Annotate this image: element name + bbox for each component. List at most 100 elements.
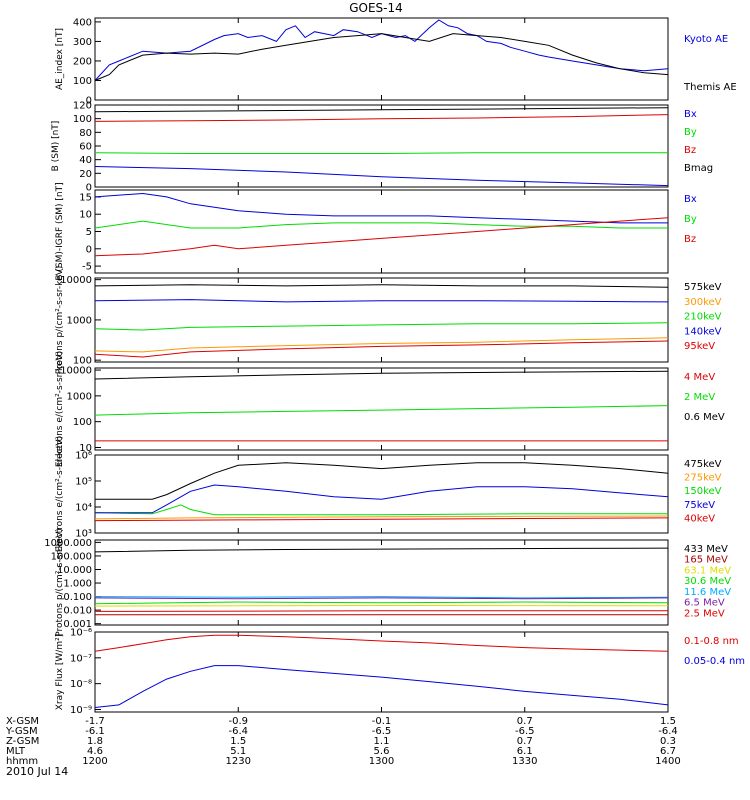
y-tick-label: 10000 [60, 366, 92, 377]
orbit-value: -0.9 [228, 716, 248, 727]
orbit-value: 1.5 [660, 716, 676, 727]
legend-entry: 275keV [684, 473, 722, 484]
series-line-bmag [94, 107, 669, 113]
y-tick-label: 10⁻⁹ [70, 705, 92, 716]
legend-entry: 0.6 MeV [684, 412, 725, 423]
legend-entry: 11.6 MeV [684, 587, 731, 598]
legend-entry: Bx [684, 194, 697, 205]
orbit-value: 4.6 [87, 746, 103, 757]
y-tick-label: 1000 [67, 315, 92, 326]
series-line-0-05-0-4-nm [94, 665, 669, 708]
panel-frame [94, 454, 669, 534]
series-line-475kev [95, 462, 669, 500]
panel-frame [94, 539, 669, 626]
series-line-575kev [94, 284, 669, 288]
legend-entry: By [684, 127, 697, 138]
legend-entry: 4 MeV [684, 372, 715, 383]
legend-entry: 210keV [684, 312, 722, 323]
legend-entry: Kyoto AE [684, 34, 728, 45]
y-tick-label: 0.001 [63, 619, 92, 630]
panel-frame [94, 189, 669, 274]
y-tick-label: 10⁴ [75, 503, 92, 514]
series-line-2-mev [94, 405, 669, 416]
orbit-value: 0.3 [660, 736, 676, 747]
series-line-210kev [94, 322, 669, 331]
orbit-value: 1.8 [87, 736, 103, 747]
legend-entry: 30.6 MeV [684, 576, 731, 587]
y-tick-label: 20 [79, 169, 92, 180]
legend-entry: 300keV [684, 297, 722, 308]
series-line-40kev [94, 517, 669, 522]
legend-entry: Bx [684, 109, 697, 120]
y-axis-label: Protons p/(cm²-s-sr-keV) [55, 528, 65, 637]
legend-entry: 63.1 MeV [684, 565, 731, 576]
y-tick-label: 300 [73, 37, 92, 48]
date-label: 2010 Jul 14 [6, 765, 68, 778]
series-line-75kev [95, 484, 669, 514]
y-tick-label: 100 [73, 76, 92, 87]
orbit-value: -0.1 [372, 716, 392, 727]
orbit-row-label: Z-GSM [6, 736, 39, 747]
orbit-row-label: hhmm [6, 756, 38, 767]
y-tick-label: 100 [73, 417, 92, 428]
legend-entry: 433 MeV [684, 544, 728, 555]
orbit-row-label: Y-GSM [5, 726, 38, 737]
panel-1: 0 100 200 300 400 AE_index [nT] Kyoto AE Themis… [55, 17, 737, 106]
y-tick-label: 10⁶ [75, 451, 92, 462]
y-tick-label: 80 [79, 128, 92, 139]
panel-frame [94, 104, 669, 188]
y-tick-label: 10.000 [57, 565, 92, 576]
series-line-bx [94, 166, 669, 187]
chart-title: GOES-14 [349, 1, 403, 15]
legend-entry: 75keV [684, 500, 715, 511]
legend-entry: 40keV [684, 513, 715, 524]
orbit-value: 5.6 [374, 746, 390, 757]
orbit-value: 1230 [226, 756, 251, 767]
y-tick-label: 120 [73, 101, 92, 112]
y-tick-label: 1.000 [63, 579, 92, 590]
legend-entry: 150keV [684, 486, 722, 497]
y-tick-label: 40 [79, 155, 92, 166]
series-line-0-1-0-8-nm [94, 634, 669, 652]
y-axis-label: Xray Flux [W/m²] [55, 634, 65, 710]
y-tick-label: 0 [86, 96, 92, 107]
orbit-value: 1.1 [374, 736, 390, 747]
y-tick-label: 5 [86, 227, 92, 238]
y-axis-label: Protons p/(cm²-s-sr-keV) [55, 266, 65, 375]
orbit-value: -1.7 [85, 716, 105, 727]
y-tick-label: -5 [82, 262, 92, 273]
orbit-value: 1300 [369, 756, 394, 767]
y-tick-label: 15 [79, 192, 92, 203]
panel-2: 0 20 40 60 80 100 120 B (SM) [nT] Bx By Bz Bmag [51, 101, 713, 194]
y-tick-label: 10000 [60, 275, 92, 286]
y-tick-label: 1000.000 [44, 538, 92, 549]
y-axis-label: B (SM)-IGRF (SM) [nT] [55, 182, 65, 280]
legend-entry: Themis AE [683, 82, 737, 93]
y-axis-label: Electrons e/(cm²-s-sr-keV) [55, 436, 65, 552]
orbit-value: 6.1 [517, 746, 533, 757]
series-line-0-6-mev [94, 370, 669, 380]
panel-frame [94, 631, 669, 713]
series-line-by [94, 220, 668, 229]
legend-entry: 2 MeV [684, 392, 715, 403]
series-line-by [94, 152, 668, 154]
series-line-kyoto-ae [94, 19, 669, 81]
orbit-value: 5.1 [230, 746, 246, 757]
orbit-value: -6.4 [658, 726, 678, 737]
y-tick-label: 100.000 [51, 551, 92, 562]
legend-entry: 2.5 MeV [684, 608, 725, 619]
panel-frame [94, 17, 669, 101]
orbit-table: X-GSM -1.7 -0.9 -0.1 0.7 1.5 Y-GSM -6.1 -6.4 -6.5… [5, 716, 681, 767]
series-line-bz [94, 217, 669, 257]
y-tick-label: 100 [73, 114, 92, 125]
series-line-140kev [94, 299, 669, 303]
y-tick-label: 10 [79, 443, 92, 454]
panel-8: 10⁻⁹ 10⁻⁸ 10⁻⁷ 10⁻⁶ Xray Flux [W/m²] 0.1-0.8 … [55, 628, 745, 716]
legend-entry: Bmag [684, 163, 713, 174]
legend-entry: 6.5 MeV [684, 598, 725, 609]
y-tick-label: 400 [73, 17, 92, 28]
orbit-row-label: MLT [6, 746, 26, 757]
orbit-value: -6.5 [515, 726, 535, 737]
